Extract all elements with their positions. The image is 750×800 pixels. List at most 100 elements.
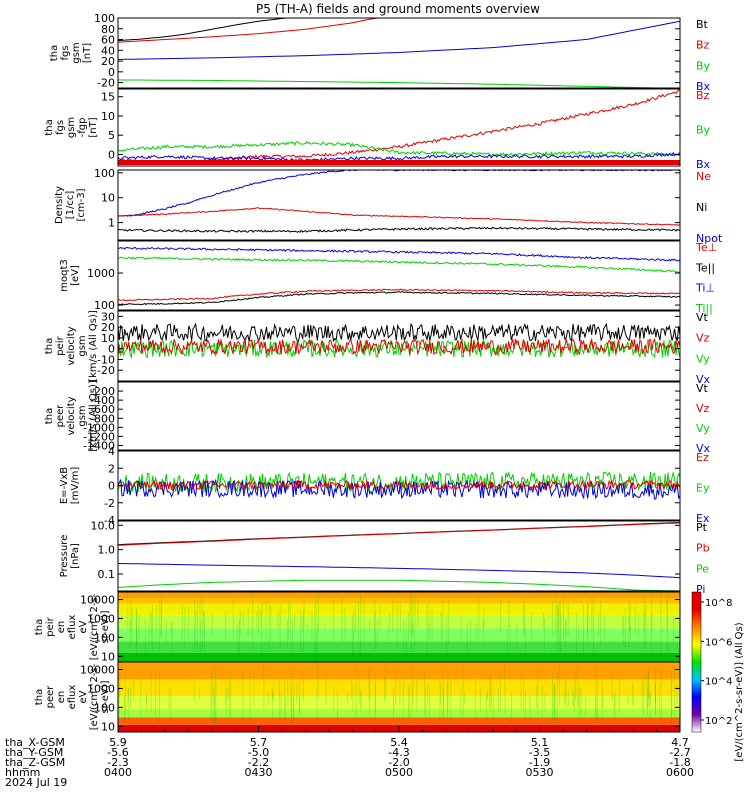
legend-entry: Vz xyxy=(696,402,710,415)
y-tick-label: 10000 xyxy=(80,664,115,677)
y-tick-label: 10.0 xyxy=(91,519,116,532)
y-axis-label-line: tha xyxy=(44,408,55,424)
panel-10: 10100100010000thapeerenefluxeV[eV/(cm^2-… xyxy=(34,661,681,733)
panel-7: -4 -2 0 2 4 E=-VxB[mV/m] Ez Ey Ex xyxy=(59,445,710,527)
heatmap-band xyxy=(118,615,680,629)
x-tick-label: -2.3 xyxy=(107,756,128,769)
series-line-Ti⊥ xyxy=(118,246,680,262)
x-tick-label: -5.0 xyxy=(248,746,269,759)
y-axis-label-line: tha xyxy=(49,45,60,61)
series-group xyxy=(118,471,680,500)
heatmap-band xyxy=(118,709,680,718)
series-line-Bt xyxy=(118,18,292,42)
legend-entry: By xyxy=(696,59,711,72)
x-tick-label: 0530 xyxy=(526,766,554,779)
x-tick-label: 0600 xyxy=(666,766,694,779)
series-line-Ne xyxy=(118,207,680,226)
x-tick-label: 5.1 xyxy=(531,736,549,749)
heatmap-band xyxy=(118,652,680,662)
y-tick-label: 1000 xyxy=(87,682,115,695)
y-tick-label: 10 xyxy=(101,192,115,205)
y-tick-label: 100 xyxy=(94,167,115,180)
y-axis-label-line: tha xyxy=(34,619,45,635)
y-axis-label-line: [eV/(cm^2-s- xyxy=(89,663,100,730)
colorbar-tick-label: 10^6 xyxy=(705,637,732,648)
y-tick-label: 2 xyxy=(108,462,115,475)
legend-entry: Ti|| xyxy=(695,302,713,315)
y-axis-label-line: velocity xyxy=(66,396,77,435)
y-tick-label: 1000 xyxy=(87,267,115,280)
y-tick-label: -20 xyxy=(97,77,115,90)
y-tick-label: 1 xyxy=(108,217,115,230)
x-tick-label: -1.8 xyxy=(669,756,690,769)
legend-entry: Bz xyxy=(696,89,710,102)
y-axis-label-line: eV xyxy=(78,690,89,703)
series-line-Te⊥ xyxy=(118,288,680,302)
y-tick-label: 15 xyxy=(101,91,115,104)
y-tick-label: 10000 xyxy=(80,594,115,607)
series-line-Bx xyxy=(118,20,680,60)
y-axis-label: thapeirenefluxeV[eV/(cm^2-s-sr-eV)] xyxy=(34,593,111,660)
y-tick-label: 0 xyxy=(108,148,115,161)
y-tick-label: -800 xyxy=(90,412,115,425)
series-line-Npot xyxy=(118,170,680,217)
legend-entry: Vt xyxy=(696,311,709,324)
heatmap-band xyxy=(118,695,680,710)
x-tick-label: 5.9 xyxy=(109,736,127,749)
y-axis-label-line: [eV] xyxy=(70,265,81,286)
panel-frame xyxy=(117,240,681,311)
legend-entry: Ne xyxy=(696,170,711,183)
y-axis-label: thapeervelocitygsm[km/s (All Qs)] xyxy=(44,380,99,452)
y-axis-label-line: [cm-3] xyxy=(76,188,87,221)
x-axis-row-label: hhmm xyxy=(5,766,40,779)
x-axis-row-label: tha_Y-GSM xyxy=(5,746,63,759)
y-axis-label: thapeirvelocitygsm[km/s (All Qs)] xyxy=(44,310,99,382)
series-line-Pe xyxy=(118,579,680,591)
x-tick-label: 0500 xyxy=(385,766,413,779)
panel-9: 10100100010000thapeirenefluxeV[eV/(cm^2-… xyxy=(34,591,681,663)
x-tick-label: -2.2 xyxy=(248,756,269,769)
y-axis-label-line: Pressure xyxy=(59,535,70,578)
colorbar: 10^2 10^4 10^6 10^8 [eV/(cm^2-s-sr-eV)] (All… xyxy=(691,591,745,762)
x-axis-row-label: 2024 Jul 19 xyxy=(5,776,67,789)
y-axis-label-line: E=-VxB xyxy=(59,467,70,504)
y-tick-label: 1.0 xyxy=(98,544,116,557)
y-tick-label: -400 xyxy=(90,394,115,407)
plot-title: P5 (TH-A) fields and ground moments over… xyxy=(256,2,540,16)
legend-entry: Bx xyxy=(696,158,711,171)
panels: -20020406080100thafgsgsm[nT]BtBzByBx0510… xyxy=(34,12,723,733)
y-axis-label-line: fgs xyxy=(60,45,71,60)
y-axis-label-line: peer xyxy=(55,404,66,428)
legend-entry: Vx xyxy=(696,442,711,455)
series-group xyxy=(118,89,680,164)
y-axis-label-line: peer xyxy=(45,685,56,709)
legend-entry: Ey xyxy=(696,482,710,495)
x-axis-row-label: tha_Z-GSM xyxy=(5,756,65,769)
panel-6: -1400-1200-1000-800-600-400-200thapeerve… xyxy=(44,380,711,455)
y-tick-label: 20 xyxy=(101,55,115,68)
y-axis-label-line: Density xyxy=(54,186,65,224)
y-tick-label: 5 xyxy=(108,129,115,142)
legend-entry: Bx xyxy=(696,80,711,93)
series-line-Ti|| xyxy=(118,256,680,273)
y-axis-label-line: en xyxy=(56,621,67,634)
heatmap-band xyxy=(118,662,680,680)
y-axis-label-line: [nT] xyxy=(82,43,93,63)
legend-entry: Ez xyxy=(696,451,709,464)
y-tick-label: -1400 xyxy=(83,439,115,452)
x-tick-label: -3.5 xyxy=(529,746,550,759)
y-axis-label-line: -fgp xyxy=(77,118,88,138)
y-tick-label: 10 xyxy=(101,720,115,733)
heatmap-band xyxy=(118,717,680,725)
y-axis-label-line: [nT] xyxy=(88,117,99,137)
y-axis-label: Pressure[nPa] xyxy=(59,535,81,578)
legend-entry: Pi xyxy=(696,583,705,596)
y-axis-label-line: gsm xyxy=(77,405,88,426)
series-group xyxy=(118,18,680,88)
y-tick-label: 1000 xyxy=(87,612,115,625)
x-tick-label: 5.7 xyxy=(250,736,268,749)
panel-status-bar xyxy=(118,160,680,165)
y-axis-label-line: [km/s (All Qs)] xyxy=(88,380,99,452)
